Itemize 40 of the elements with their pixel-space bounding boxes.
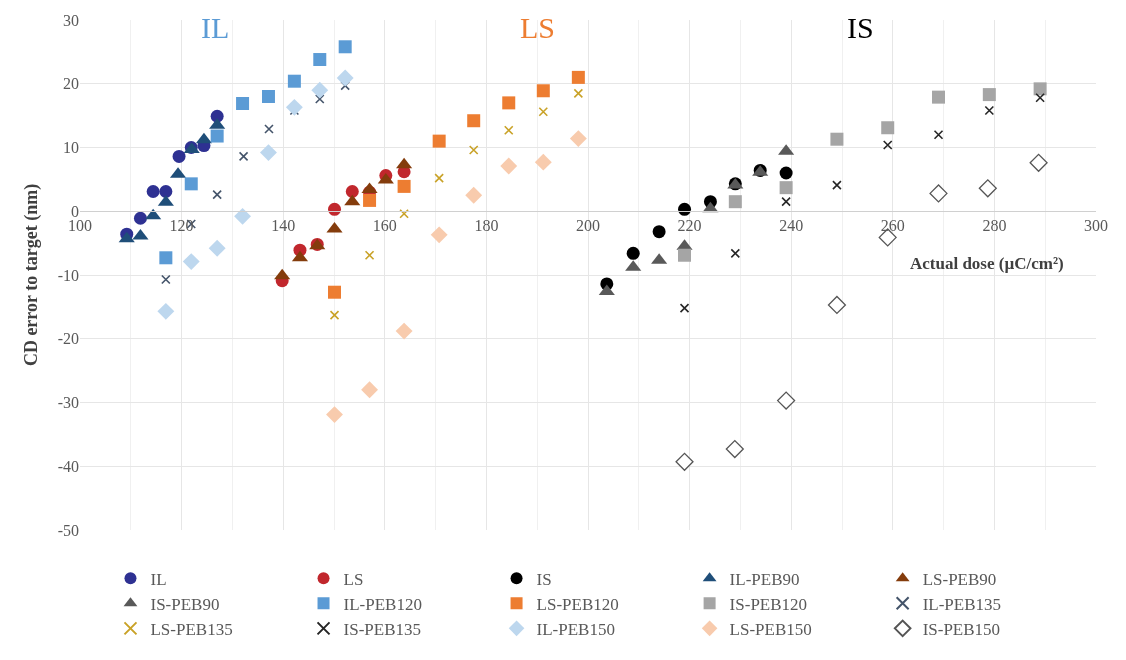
legend-label: IS-PEB120 [729, 594, 808, 614]
y-axis-title: CD error to target (nm) [20, 183, 42, 367]
legend-label: IL-PEB90 [729, 569, 800, 589]
x-tick-label: 160 [372, 217, 397, 235]
y-tick-label: 20 [63, 75, 79, 93]
legend-label: IS-PEB150 [922, 619, 1001, 639]
legend-label: LS-PEB120 [536, 594, 619, 614]
annotation: IL [201, 11, 230, 44]
y-tick-label: 30 [63, 11, 79, 29]
y-tick-label: 10 [63, 139, 79, 157]
y-tick-label: -30 [57, 394, 79, 412]
legend-label: IS-PEB135 [343, 619, 421, 639]
x-tick-label: 200 [576, 217, 600, 235]
legend-label: IL-PEB150 [536, 619, 615, 639]
y-tick-label: -10 [57, 266, 79, 284]
legend-label: LS [343, 569, 364, 589]
x-tick-label: 300 [1084, 217, 1108, 235]
legend-label: IL-PEB120 [343, 594, 422, 614]
annotation: LS [520, 11, 556, 44]
y-tick-label: 0 [71, 202, 79, 220]
x-tick-label: 220 [677, 217, 702, 235]
legend-label: LS-PEB135 [150, 619, 233, 639]
legend-label: IL [150, 569, 167, 589]
legend-label: IS [536, 569, 552, 589]
y-tick-label: -20 [57, 330, 79, 348]
legend-label: LS-PEB90 [922, 569, 997, 589]
annotation: IS [847, 11, 874, 44]
x-tick-label: 280 [982, 217, 1007, 235]
y-tick-label: -50 [57, 521, 79, 539]
x-tick-label: 240 [779, 217, 804, 235]
x-tick-label: 260 [880, 217, 905, 235]
legend-label: LS-PEB150 [729, 619, 812, 639]
y-tick-label: -40 [57, 457, 79, 475]
x-tick-label: 180 [474, 217, 499, 235]
x-tick-label: 140 [271, 217, 296, 235]
legend-label: IL-PEB135 [922, 594, 1002, 614]
x-axis-title: Actual dose (µC/cm²) [910, 254, 1064, 273]
legend-label: IS-PEB90 [150, 594, 220, 614]
x-tick-label: 100 [68, 217, 92, 235]
x-tick-label: 120 [169, 217, 194, 235]
